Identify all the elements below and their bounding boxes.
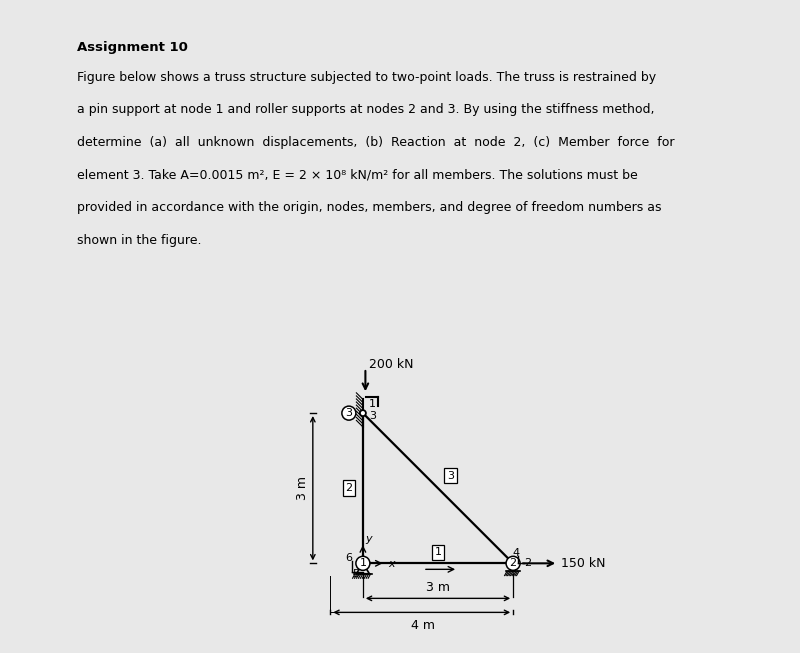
Text: 3: 3 bbox=[447, 471, 454, 481]
Text: 5: 5 bbox=[352, 569, 359, 579]
Text: provided in accordance with the origin, nodes, members, and degree of freedom nu: provided in accordance with the origin, … bbox=[78, 201, 662, 214]
Text: 4 m: 4 m bbox=[411, 619, 435, 632]
Text: 3: 3 bbox=[346, 408, 352, 418]
Circle shape bbox=[360, 410, 366, 416]
Text: 3 m: 3 m bbox=[426, 581, 450, 594]
Circle shape bbox=[510, 560, 516, 566]
Text: 2: 2 bbox=[525, 558, 532, 568]
Text: 1: 1 bbox=[434, 547, 442, 557]
Text: element 3. Take A=0.0015 m², E = 2 × 10⁸ kN/m² for all members. The solutions mu: element 3. Take A=0.0015 m², E = 2 × 10⁸… bbox=[78, 168, 638, 182]
Text: 2: 2 bbox=[346, 483, 353, 493]
Text: 3: 3 bbox=[369, 411, 376, 421]
Text: Assignment 10: Assignment 10 bbox=[78, 41, 188, 54]
Circle shape bbox=[342, 406, 356, 420]
Circle shape bbox=[506, 556, 520, 570]
Circle shape bbox=[360, 560, 366, 566]
Text: 6: 6 bbox=[346, 553, 352, 564]
Text: 150 kN: 150 kN bbox=[561, 557, 605, 570]
Text: Figure below shows a truss structure subjected to two-point loads. The truss is : Figure below shows a truss structure sub… bbox=[78, 71, 657, 84]
Circle shape bbox=[356, 556, 370, 570]
Text: 200 kN: 200 kN bbox=[369, 358, 414, 370]
Text: a pin support at node 1 and roller supports at nodes 2 and 3. By using the stiff: a pin support at node 1 and roller suppo… bbox=[78, 103, 655, 116]
Text: determine  (a)  all  unknown  displacements,  (b)  Reaction  at  node  2,  (c)  : determine (a) all unknown displacements,… bbox=[78, 136, 675, 149]
Text: 3 m: 3 m bbox=[296, 476, 309, 500]
Text: y: y bbox=[365, 534, 371, 545]
Text: 2: 2 bbox=[510, 558, 517, 568]
Text: 4: 4 bbox=[512, 549, 519, 558]
Text: 1: 1 bbox=[369, 399, 376, 409]
Text: shown in the figure.: shown in the figure. bbox=[78, 234, 202, 247]
Text: x: x bbox=[388, 560, 394, 569]
Text: 1: 1 bbox=[359, 558, 366, 568]
